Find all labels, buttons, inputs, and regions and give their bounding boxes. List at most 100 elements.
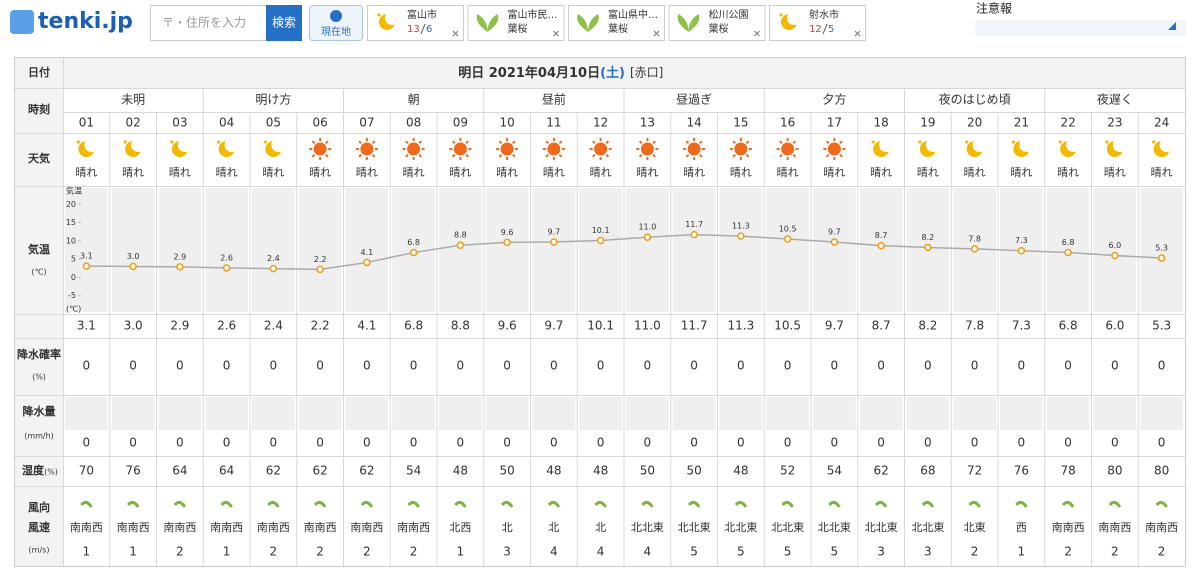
row-label: 湿度 [22, 463, 45, 477]
temp-label: 11.7 [685, 220, 703, 229]
row-unit: (%) [44, 468, 58, 477]
humidity: 48 [733, 464, 748, 478]
temp-point [596, 236, 605, 245]
wind-icon [594, 500, 607, 508]
chart-column [1093, 188, 1137, 312]
hour: 05 [266, 116, 281, 130]
hour: 10 [499, 116, 514, 130]
weather: 晴れ [169, 166, 191, 179]
precip: 0 [129, 436, 137, 450]
temp-label: 10.1 [592, 226, 610, 235]
logo[interactable]: tenki.jp [38, 9, 133, 34]
temp-label: 8.7 [875, 231, 888, 240]
search-button[interactable] [266, 5, 302, 41]
weather: 晴れ [309, 166, 331, 179]
star [918, 140, 922, 144]
y-tick-label: 20 [66, 200, 76, 209]
humidity: 62 [312, 464, 327, 478]
sun-ray [558, 153, 563, 158]
sun-icon [594, 142, 608, 156]
row-label: 日付 [28, 65, 50, 79]
sun-ray [405, 153, 409, 158]
sun-ray [638, 153, 643, 158]
temp-point [737, 232, 745, 240]
slash [420, 23, 426, 35]
date-row [63, 58, 1185, 88]
temp-label: 9.7 [548, 227, 561, 236]
precip-prob: 0 [737, 359, 745, 373]
wind-speed: 3 [503, 545, 511, 559]
favorite-name: 富山市民… [508, 8, 558, 21]
weather: 晴れ [1151, 166, 1173, 179]
sun-icon [407, 142, 421, 156]
temp-value: 2.9 [170, 319, 189, 333]
weather: 晴れ [777, 166, 799, 179]
precip-prob: 0 [1111, 359, 1119, 373]
precip-column [439, 397, 482, 430]
chart-column [719, 188, 763, 312]
wind-icon [968, 500, 981, 508]
weather: 晴れ [1010, 166, 1032, 179]
temp-value: 9.7 [544, 319, 563, 333]
wind-icon [500, 500, 514, 508]
chart-column [766, 188, 809, 312]
row-label: 風速 [28, 520, 50, 534]
temp-point [503, 238, 511, 247]
humidity: 54 [406, 464, 421, 478]
slash [822, 23, 828, 35]
precip-prob: 0 [363, 359, 371, 373]
temp-label: 6.0 [1109, 241, 1122, 250]
sun-ray [418, 140, 423, 145]
sun-icon [547, 142, 561, 156]
temp-value: 11.7 [681, 319, 708, 333]
precip-prob: 0 [410, 359, 418, 373]
wind-icon [360, 500, 374, 508]
chart-column [158, 188, 202, 312]
sun-ray [792, 153, 797, 158]
wind-direction: 北北東 [818, 521, 851, 534]
hour: 12 [593, 116, 608, 130]
sun-ray [839, 140, 843, 145]
close-icon [754, 30, 760, 37]
humidity: 68 [920, 464, 935, 478]
temp-value: 2.4 [264, 319, 283, 333]
sun-ray [592, 153, 596, 158]
favorite[interactable] [367, 5, 464, 41]
temp-value: 4.1 [357, 319, 376, 333]
hour: 19 [920, 116, 935, 130]
precip-column [345, 397, 389, 430]
temp-point [783, 235, 792, 243]
location-button[interactable] [309, 5, 363, 41]
hour: 15 [733, 116, 748, 130]
sun-ray [839, 153, 843, 158]
period: 夕方 [822, 92, 846, 107]
sun-ray [465, 140, 469, 145]
temp-label: 8.2 [922, 233, 935, 242]
precip-column [158, 397, 202, 430]
temp-label: 9.7 [828, 227, 841, 236]
weather: 晴れ [1057, 166, 1079, 179]
precip: 0 [457, 436, 465, 450]
sun-ray [451, 140, 456, 145]
wind-speed: 1 [1018, 545, 1026, 559]
search-input[interactable] [150, 5, 267, 41]
precip: 0 [363, 436, 371, 450]
wind-icon [454, 500, 467, 508]
weather: 晴れ [216, 166, 238, 179]
chart-column [111, 188, 155, 312]
temp-value: 9.6 [498, 319, 517, 333]
wind-speed: 4 [550, 545, 558, 559]
sun-icon [313, 142, 327, 156]
temp-value: 6.0 [1105, 319, 1124, 333]
sun-ray [418, 153, 423, 158]
sun-ray [699, 153, 703, 158]
wind-speed: 1 [83, 545, 91, 559]
close-icon [553, 30, 559, 37]
favorite[interactable] [668, 5, 766, 41]
y-tick-label: 10 [66, 236, 76, 245]
wind-direction: 北 [595, 521, 606, 534]
sun-ray [512, 153, 516, 158]
day: 明日 [458, 66, 484, 81]
wind-direction: 南南西 [210, 521, 243, 534]
